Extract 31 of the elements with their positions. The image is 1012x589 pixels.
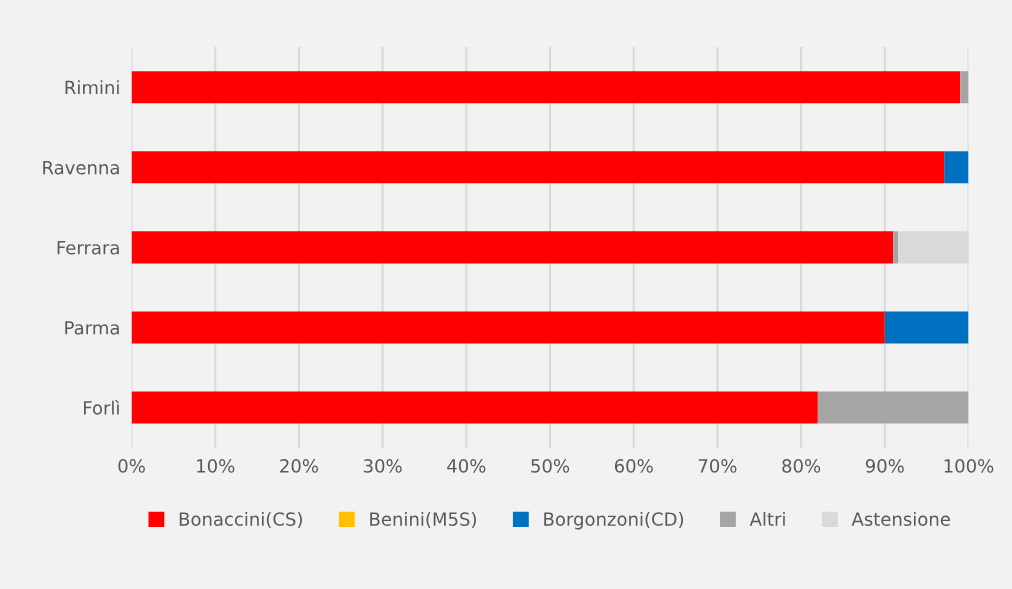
x-tick-label: 90%	[865, 459, 904, 473]
bar	[893, 231, 899, 264]
y-tick-label: Parma	[65, 321, 119, 335]
x-tick-label: 10%	[197, 459, 235, 473]
bar	[131, 151, 945, 184]
legend-label: Astensione	[851, 511, 950, 526]
x-tick-label: 40%	[447, 459, 486, 473]
y-tick-label: Ferrara	[57, 241, 119, 255]
x-tick-label: 100%	[944, 459, 994, 473]
legend-label: Benini(M5S)	[370, 511, 476, 529]
y-tick-label: Forlì	[83, 400, 120, 415]
x-tick-label: 70%	[698, 459, 737, 473]
y-tick-label: Ravenna	[43, 160, 119, 175]
x-tick-label: 80%	[782, 459, 821, 473]
bar	[131, 71, 961, 104]
bar	[944, 151, 969, 184]
legend-label: Bonaccini(CS)	[179, 511, 302, 529]
x-tick-label: 60%	[614, 459, 653, 473]
legend-label: Borgonzoni(CD)	[544, 511, 684, 530]
x-tick-label: 30%	[363, 459, 402, 473]
bar	[817, 391, 969, 424]
x-tick-label: 0%	[118, 459, 145, 473]
y-tick-label: Rimini	[65, 80, 119, 95]
bar	[884, 311, 969, 344]
legend-label: Altri	[749, 511, 785, 526]
bar	[131, 311, 885, 344]
bar	[131, 231, 894, 264]
x-tick-label: 50%	[531, 459, 570, 473]
bar	[131, 391, 818, 424]
bar	[960, 71, 969, 104]
x-tick-label: 20%	[280, 459, 319, 473]
